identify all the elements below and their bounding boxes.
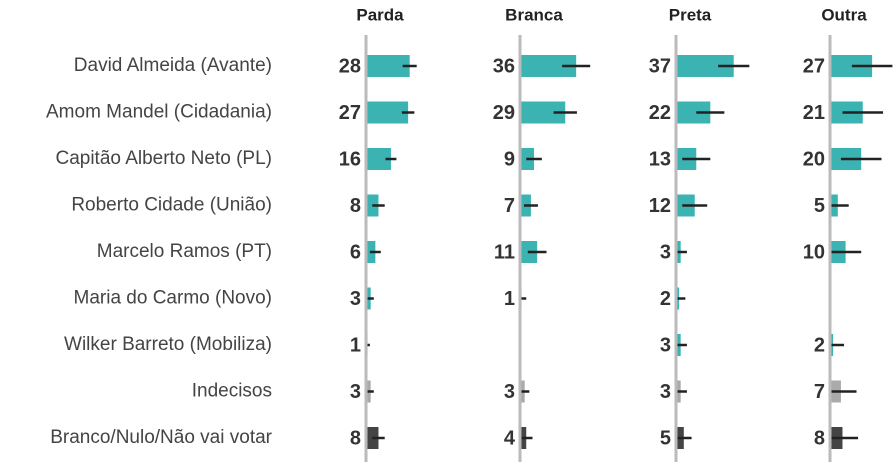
value-label: 3 [350, 381, 361, 403]
bar [367, 55, 410, 77]
value-label: 27 [339, 102, 361, 124]
panel-title: Outra [821, 5, 867, 24]
value-label: 5 [814, 195, 825, 217]
value-label: 10 [803, 241, 825, 263]
value-label: 2 [660, 288, 671, 310]
value-label: 3 [350, 288, 361, 310]
value-label: 2 [814, 334, 825, 356]
value-label: 1 [504, 288, 515, 310]
value-label: 20 [803, 148, 825, 170]
panel-title: Parda [356, 5, 404, 24]
category-label: Capitão Alberto Neto (PL) [55, 148, 272, 169]
value-label: 28 [339, 55, 361, 77]
category-label: Roberto Cidade (União) [71, 195, 272, 216]
category-label: Indecisos [192, 381, 272, 402]
value-label: 7 [504, 195, 515, 217]
value-label: 4 [504, 427, 516, 449]
panel-title: Branca [505, 5, 563, 24]
value-label: 5 [660, 427, 671, 449]
bar [521, 55, 577, 77]
value-label: 22 [649, 102, 671, 124]
value-label: 8 [350, 195, 361, 217]
value-label: 29 [493, 102, 515, 124]
bar [367, 148, 391, 170]
value-label: 3 [660, 241, 671, 263]
value-label: 6 [350, 241, 361, 263]
value-label: 1 [350, 334, 361, 356]
value-label: 9 [504, 148, 515, 170]
value-label: 36 [493, 55, 515, 77]
bar [521, 101, 566, 124]
value-label: 3 [660, 381, 671, 403]
value-label: 16 [339, 148, 361, 170]
value-label: 8 [814, 427, 825, 449]
value-label: 21 [803, 102, 825, 124]
category-label: Wilker Barreto (Mobiliza) [64, 334, 272, 355]
value-label: 13 [649, 148, 671, 170]
bar [677, 55, 734, 77]
value-label: 27 [803, 55, 825, 77]
value-label: 8 [350, 427, 361, 449]
value-label: 37 [649, 55, 671, 77]
value-label: 11 [494, 241, 515, 263]
category-label: Branco/Nulo/Não vai votar [50, 427, 272, 448]
category-label: Marcelo Ramos (PT) [97, 241, 272, 262]
category-label: Amom Mandel (Cidadania) [46, 102, 272, 123]
category-label: David Almeida (Avante) [74, 55, 272, 76]
value-label: 3 [504, 381, 515, 403]
bar [831, 55, 873, 77]
bar [677, 101, 711, 124]
value-label: 7 [814, 381, 825, 403]
panel-title: Preta [669, 5, 712, 24]
value-label: 3 [660, 334, 671, 356]
value-label: 12 [649, 195, 671, 217]
category-label: Maria do Carmo (Novo) [74, 288, 273, 309]
bar [367, 101, 409, 124]
